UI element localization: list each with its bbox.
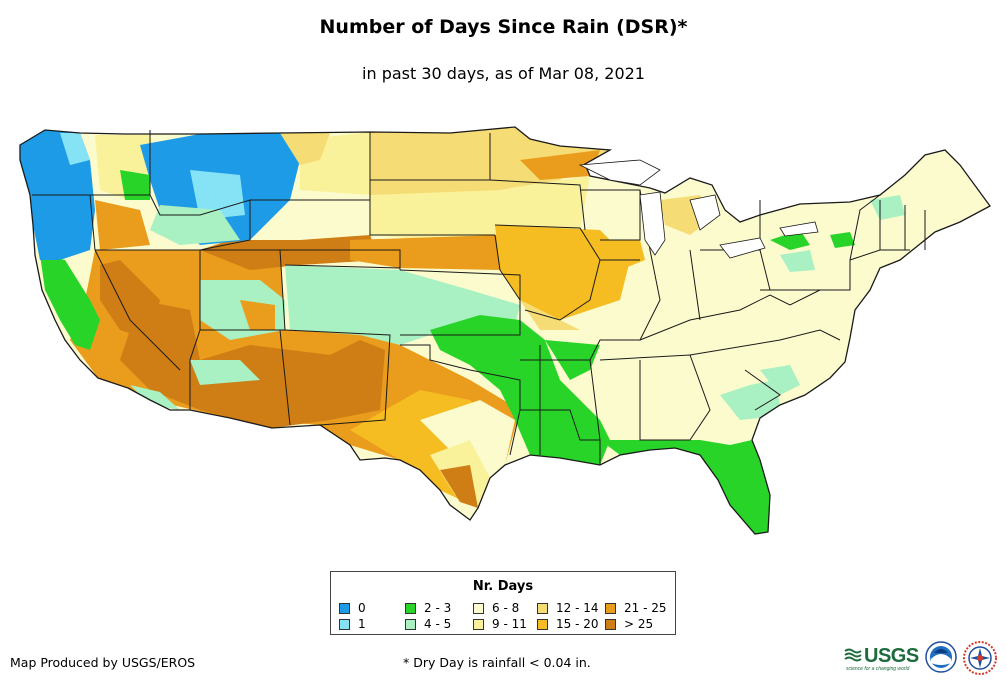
legend-item-7: 15 - 20 bbox=[537, 618, 599, 631]
legend-label: > 25 bbox=[624, 617, 654, 631]
legend-item-6: 12 - 14 bbox=[537, 602, 599, 615]
legend-swatch bbox=[537, 603, 548, 614]
legend-label: 9 - 11 bbox=[492, 617, 527, 631]
legend-item-5: 9 - 11 bbox=[473, 618, 527, 631]
legend-swatch bbox=[473, 619, 484, 630]
legend-label: 15 - 20 bbox=[556, 617, 599, 631]
legend-item-0: 0 bbox=[339, 602, 366, 615]
legend-label: 1 bbox=[358, 617, 366, 631]
legend-item-1: 1 bbox=[339, 618, 366, 631]
legend-swatch bbox=[405, 619, 416, 630]
legend-swatch bbox=[339, 619, 350, 630]
legend-label: 0 bbox=[358, 601, 366, 615]
usgs-logo: USGS bbox=[844, 645, 919, 667]
map-title: Number of Days Since Rain (DSR)* bbox=[319, 16, 688, 38]
legend-swatch bbox=[473, 603, 484, 614]
credit-text: Map Produced by USGS/EROS bbox=[10, 655, 196, 670]
legend-item-3: 4 - 5 bbox=[405, 618, 451, 631]
usgs-tagline: science for a changing world bbox=[846, 666, 910, 672]
legend-swatch bbox=[405, 603, 416, 614]
map-subtitle: in past 30 days, as of Mar 08, 2021 bbox=[362, 64, 645, 83]
usgs-logo-text: USGS bbox=[864, 645, 919, 667]
dsr-map bbox=[19, 126, 991, 535]
legend-swatch bbox=[537, 619, 548, 630]
nws-seal-icon bbox=[963, 641, 997, 675]
legend-item-9: > 25 bbox=[605, 618, 653, 631]
legend-swatch bbox=[605, 603, 616, 614]
legend-label: 6 - 8 bbox=[492, 601, 520, 615]
legend-label: 12 - 14 bbox=[556, 601, 599, 615]
legend-swatch bbox=[605, 619, 616, 630]
legend: Nr. Days 0 1 2 - 3 4 - 5 6 - 8 9 - 11 12… bbox=[330, 571, 676, 635]
legend-item-8: 21 - 25 bbox=[605, 602, 667, 615]
legend-label: 4 - 5 bbox=[424, 617, 452, 631]
legend-item-2: 2 - 3 bbox=[405, 602, 451, 615]
dry-day-note: * Dry Day is rainfall < 0.04 in. bbox=[403, 655, 591, 670]
legend-item-4: 6 - 8 bbox=[473, 602, 519, 615]
legend-swatch bbox=[339, 603, 350, 614]
legend-label: 21 - 25 bbox=[624, 601, 667, 615]
noaa-seal-icon bbox=[925, 641, 957, 673]
legend-label: 2 - 3 bbox=[424, 601, 452, 615]
usgs-wave-icon bbox=[844, 648, 862, 662]
legend-title: Nr. Days bbox=[472, 579, 534, 594]
